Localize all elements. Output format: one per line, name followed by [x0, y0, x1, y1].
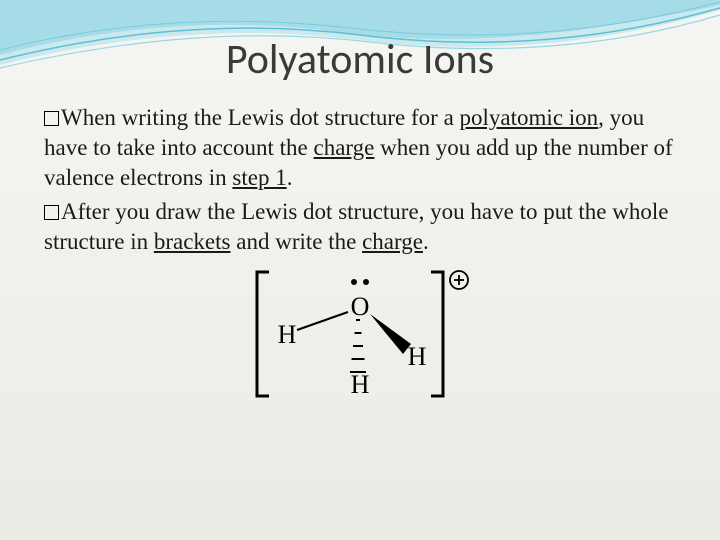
bond-wedge — [370, 314, 411, 354]
lewis-structure-container: O H H H — [40, 264, 680, 409]
bullet-box-icon — [44, 111, 59, 126]
atom-hydrogen: H — [351, 370, 370, 399]
body-text: When writing the Lewis dot structure for… — [40, 103, 680, 256]
text-run: When writing the Lewis dot structure for… — [61, 105, 460, 130]
text-run: . — [287, 165, 293, 190]
lone-pair-dot — [363, 279, 369, 285]
page-title: Polyatomic Ions — [40, 34, 680, 85]
bond-line — [297, 312, 348, 330]
paragraph-1: When writing the Lewis dot structure for… — [44, 103, 676, 193]
underlined-term: charge — [362, 229, 423, 254]
underlined-term: brackets — [154, 229, 231, 254]
atom-hydrogen: H — [278, 320, 297, 349]
bracket-right — [431, 272, 443, 396]
underlined-term: charge — [314, 135, 375, 160]
text-run: and write the — [231, 229, 363, 254]
bullet-box-icon — [44, 205, 59, 220]
lewis-structure-diagram: O H H H — [245, 264, 475, 404]
underlined-term: step 1 — [232, 165, 286, 190]
underlined-term: polyatomic ion — [460, 105, 599, 130]
bracket-left — [257, 272, 269, 396]
slide-content: Polyatomic Ions When writing the Lewis d… — [0, 0, 720, 540]
atom-oxygen: O — [351, 292, 370, 321]
text-run: . — [423, 229, 429, 254]
atom-hydrogen: H — [408, 342, 427, 371]
lone-pair-dot — [351, 279, 357, 285]
paragraph-2: After you draw the Lewis dot structure, … — [44, 197, 676, 257]
